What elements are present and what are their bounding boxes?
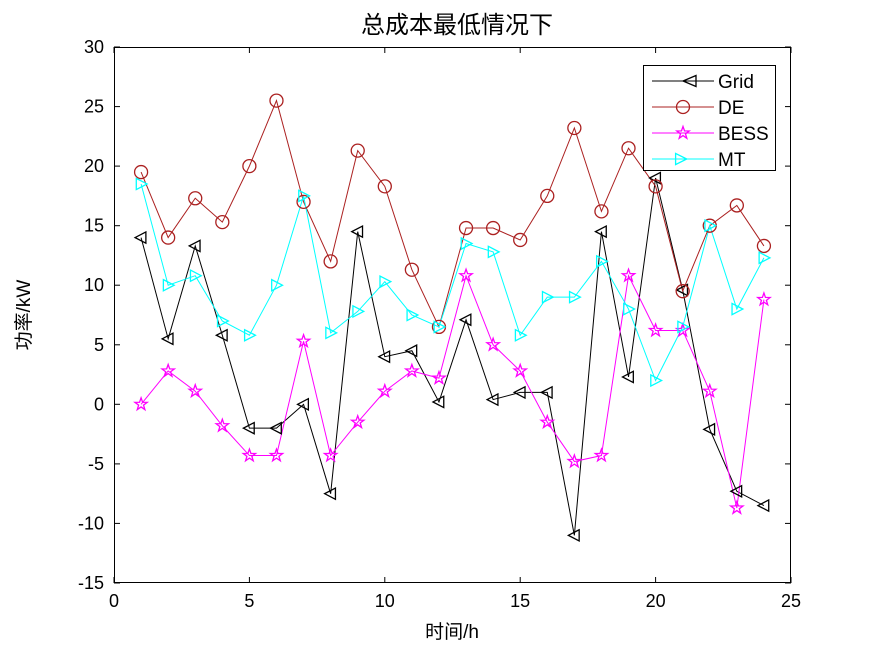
svg-text:-15: -15 [78,573,104,593]
svg-text:功率/kW: 功率/kW [13,280,35,351]
svg-text:MT: MT [718,150,746,171]
svg-text:10: 10 [84,275,104,295]
svg-text:10: 10 [375,591,395,611]
svg-text:25: 25 [781,591,801,611]
svg-text:15: 15 [510,591,530,611]
svg-text:0: 0 [109,591,119,611]
svg-text:20: 20 [84,156,104,176]
svg-text:时间/h: 时间/h [425,621,479,643]
svg-text:-5: -5 [88,454,104,474]
svg-text:Grid: Grid [718,72,754,93]
svg-text:5: 5 [244,591,254,611]
svg-text:-10: -10 [78,513,104,533]
svg-text:5: 5 [94,335,104,355]
svg-text:20: 20 [646,591,666,611]
svg-text:总成本最低情况下: 总成本最低情况下 [361,12,553,39]
svg-text:30: 30 [84,37,104,57]
svg-text:DE: DE [718,98,744,119]
svg-text:15: 15 [84,216,104,236]
svg-text:BESS: BESS [718,124,769,145]
svg-text:25: 25 [84,97,104,117]
svg-text:0: 0 [94,394,104,414]
